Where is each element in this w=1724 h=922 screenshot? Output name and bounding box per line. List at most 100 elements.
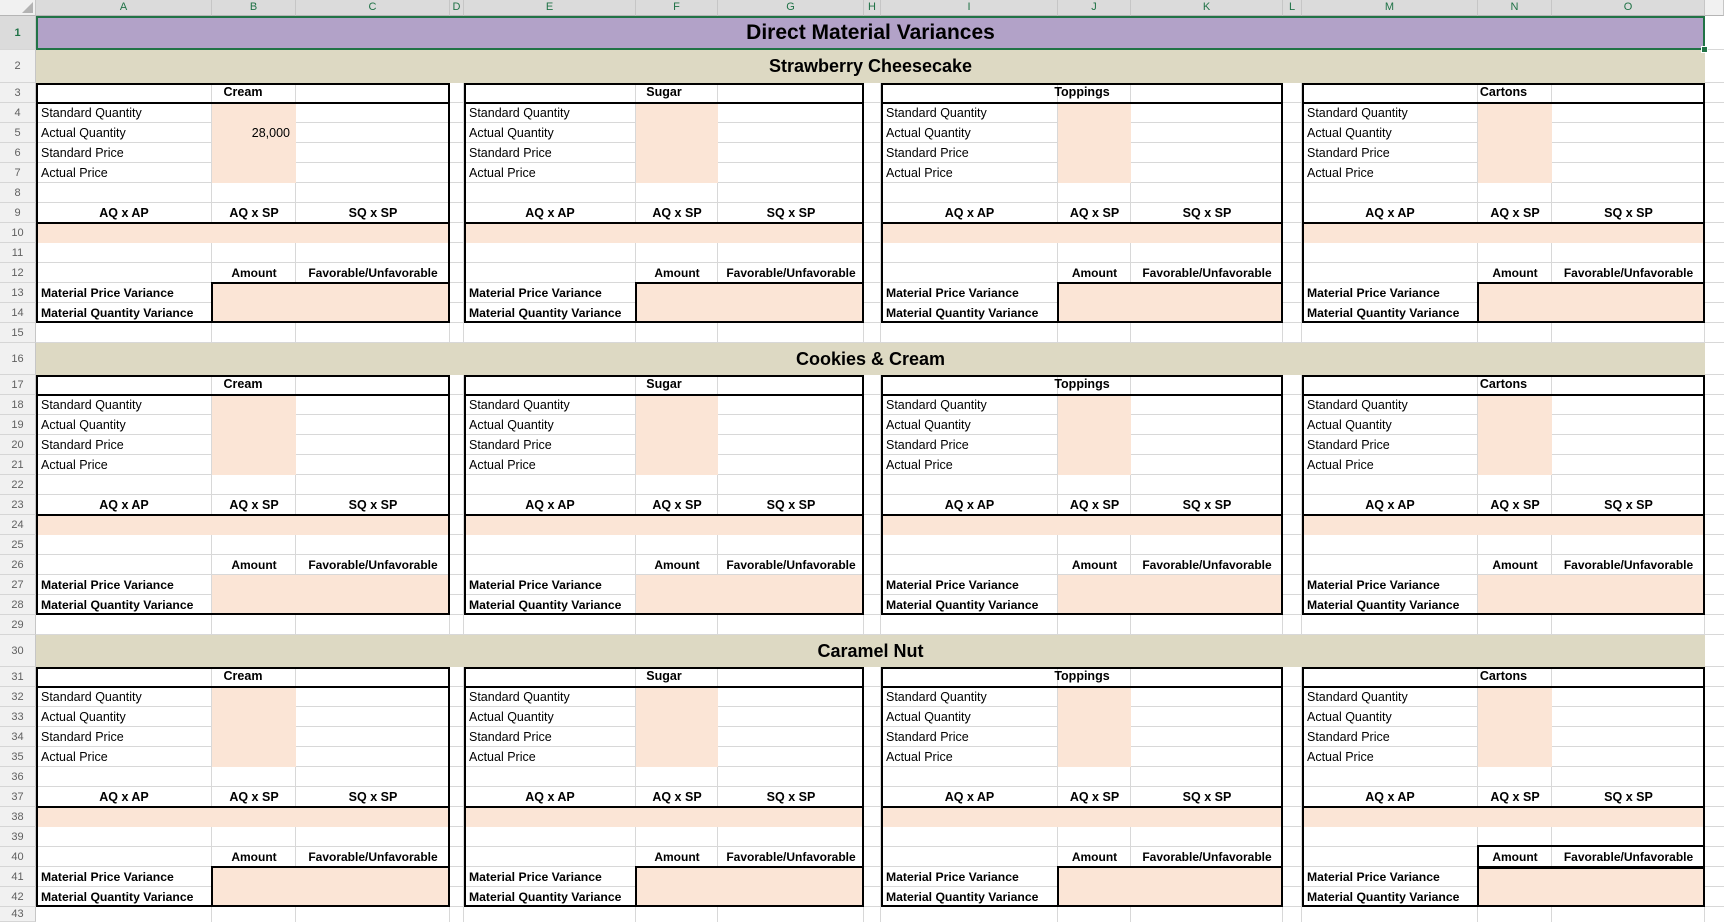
row-header-24[interactable]: 24: [0, 515, 36, 535]
column-header-C[interactable]: C: [296, 0, 450, 16]
row-header-36[interactable]: 36: [0, 767, 36, 787]
cell-value[interactable]: 28,000: [251, 126, 290, 140]
variance-input-cells[interactable]: [1478, 867, 1705, 907]
row-header-26[interactable]: 26: [0, 555, 36, 575]
calc-input-cells[interactable]: [464, 223, 864, 243]
variance-input-cells[interactable]: [1058, 575, 1283, 615]
calc-header-cell[interactable]: AQ x AP: [525, 206, 575, 220]
calc-header-cell[interactable]: SQ x SP: [1182, 206, 1232, 220]
cell-value[interactable]: [1478, 687, 1552, 707]
calc-header-cell[interactable]: SQ x SP: [766, 790, 816, 804]
row-header-30[interactable]: 30: [0, 635, 36, 667]
variance-header-amount[interactable]: Amount: [1071, 266, 1118, 280]
select-all-corner[interactable]: [0, 0, 36, 16]
input-cells-quantity-price[interactable]: [212, 103, 296, 183]
input-cells-quantity-price[interactable]: [1478, 103, 1552, 183]
cell-value[interactable]: [1478, 415, 1552, 435]
cell-value[interactable]: [636, 435, 718, 455]
calc-header-cell[interactable]: AQ x AP: [1365, 790, 1415, 804]
variance-label-price[interactable]: Material Price Variance: [886, 870, 1019, 884]
cell-label[interactable]: Actual Quantity: [469, 126, 554, 140]
calc-header-cell[interactable]: AQ x SP: [229, 498, 279, 512]
row-header-8[interactable]: 8: [0, 183, 36, 203]
row-header-33[interactable]: 33: [0, 707, 36, 727]
cell-value[interactable]: [1058, 435, 1131, 455]
variance-header-favorable[interactable]: Favorable/Unfavorable: [726, 558, 856, 572]
cell-label[interactable]: Standard Price: [469, 438, 552, 452]
cell-label[interactable]: Actual Price: [41, 750, 108, 764]
row-header-42[interactable]: 42: [0, 887, 36, 907]
column-header-M[interactable]: M: [1302, 0, 1478, 16]
variance-label-quantity[interactable]: Material Quantity Variance: [1307, 598, 1460, 612]
cell-value[interactable]: [636, 123, 718, 143]
cell-value[interactable]: [636, 455, 718, 475]
calc-header-cell[interactable]: AQ x SP: [652, 206, 702, 220]
input-cells-quantity-price[interactable]: [212, 687, 296, 767]
variance-label-price[interactable]: Material Price Variance: [886, 286, 1019, 300]
variance-label-quantity[interactable]: Material Quantity Variance: [1307, 306, 1460, 320]
input-cells-quantity-price[interactable]: [1478, 395, 1552, 475]
row-header-12[interactable]: 12: [0, 263, 36, 283]
calc-header-cell[interactable]: SQ x SP: [348, 206, 398, 220]
cell-label[interactable]: Standard Price: [41, 438, 124, 452]
row-header-41[interactable]: 41: [0, 867, 36, 887]
cell-label[interactable]: Standard Quantity: [886, 690, 987, 704]
calc-header-cell[interactable]: AQ x SP: [1069, 498, 1120, 512]
calc-input-cells[interactable]: [1302, 223, 1705, 243]
cell-value[interactable]: [636, 163, 718, 183]
variance-header-amount[interactable]: Amount: [231, 266, 277, 280]
row-header-22[interactable]: 22: [0, 475, 36, 495]
variance-input-cells[interactable]: [1478, 283, 1705, 323]
calc-header-cell[interactable]: AQ x AP: [1365, 206, 1415, 220]
calc-input-cells[interactable]: [1302, 807, 1705, 827]
calc-input-cells[interactable]: [1302, 515, 1705, 535]
cell-value[interactable]: [1478, 143, 1552, 163]
variance-header-favorable[interactable]: Favorable/Unfavorable: [308, 850, 438, 864]
cell-label[interactable]: Actual Quantity: [41, 126, 126, 140]
calc-header-cell[interactable]: AQ x AP: [99, 498, 149, 512]
calc-input-cells[interactable]: [881, 807, 1283, 827]
cell-label[interactable]: Actual Price: [1307, 750, 1374, 764]
calc-header-cell[interactable]: AQ x SP: [1490, 206, 1540, 220]
variance-header-amount[interactable]: Amount: [1492, 558, 1538, 572]
row-header-37[interactable]: 37: [0, 787, 36, 807]
cell-label[interactable]: Actual Price: [469, 458, 536, 472]
input-cells-quantity-price[interactable]: [1058, 103, 1131, 183]
cell-label[interactable]: Actual Quantity: [41, 418, 126, 432]
column-header-N[interactable]: N: [1478, 0, 1552, 16]
cell-label[interactable]: Actual Quantity: [469, 710, 554, 724]
calc-header-cell[interactable]: AQ x AP: [944, 206, 995, 220]
cell-value[interactable]: [636, 747, 718, 767]
cell-label[interactable]: Standard Quantity: [469, 690, 570, 704]
variance-input-cells[interactable]: [1478, 575, 1705, 615]
variance-input-cells[interactable]: [636, 283, 864, 323]
cell-value[interactable]: [212, 395, 296, 415]
cell-label[interactable]: Standard Price: [886, 730, 969, 744]
row-header-21[interactable]: 21: [0, 455, 36, 475]
material-name-cell[interactable]: Cartons: [1479, 85, 1528, 99]
calc-header-cell[interactable]: AQ x SP: [229, 790, 279, 804]
variance-input-cells[interactable]: [636, 867, 864, 907]
variance-label-price[interactable]: Material Price Variance: [1307, 578, 1440, 592]
calc-header-cell[interactable]: AQ x AP: [1365, 498, 1415, 512]
input-cells-quantity-price[interactable]: [636, 687, 718, 767]
variance-input-cells[interactable]: [212, 575, 450, 615]
cell-label[interactable]: Actual Quantity: [1307, 126, 1392, 140]
cell-label[interactable]: Actual Quantity: [1307, 418, 1392, 432]
variance-header-favorable[interactable]: Favorable/Unfavorable: [1142, 266, 1272, 280]
variance-header-favorable[interactable]: Favorable/Unfavorable: [1563, 266, 1694, 280]
variance-label-quantity[interactable]: Material Quantity Variance: [886, 306, 1039, 320]
material-name-cell[interactable]: Cartons: [1479, 377, 1528, 391]
material-name-cell[interactable]: Cream: [223, 669, 263, 683]
variance-label-quantity[interactable]: Material Quantity Variance: [886, 890, 1039, 904]
input-cells-quantity-price[interactable]: [636, 395, 718, 475]
row-header-18[interactable]: 18: [0, 395, 36, 415]
cell-label[interactable]: Standard Quantity: [1307, 106, 1408, 120]
calc-header-cell[interactable]: SQ x SP: [1604, 206, 1653, 220]
cell-value[interactable]: [212, 707, 296, 727]
variance-header-favorable[interactable]: Favorable/Unfavorable: [308, 266, 438, 280]
cell-label[interactable]: Standard Price: [41, 146, 124, 160]
cell-value[interactable]: [1478, 707, 1552, 727]
section-header-band[interactable]: Strawberry Cheesecake: [36, 50, 1705, 83]
cell-value[interactable]: [1478, 123, 1552, 143]
